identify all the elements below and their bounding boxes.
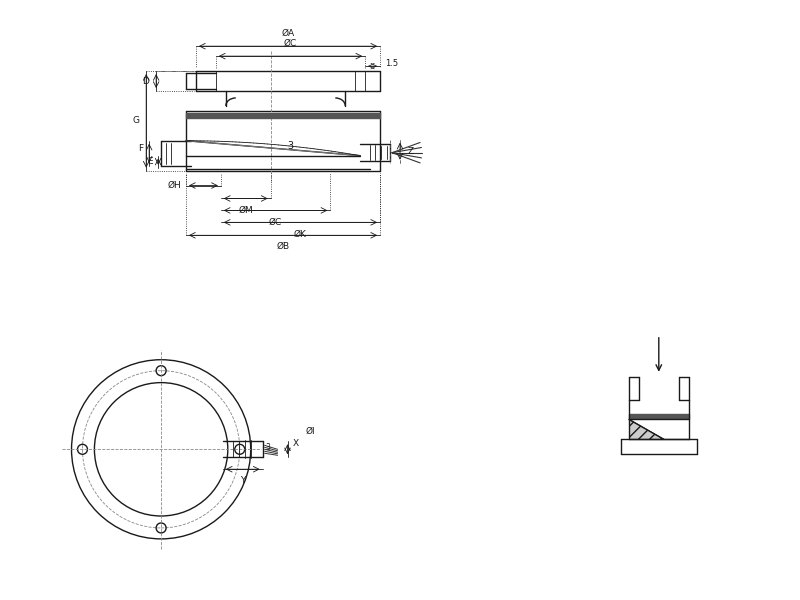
- Polygon shape: [629, 419, 664, 439]
- Text: Z: Z: [408, 147, 414, 156]
- Text: 1.5: 1.5: [385, 59, 398, 68]
- Text: 3: 3: [266, 443, 270, 452]
- Text: ØM: ØM: [238, 205, 253, 214]
- Text: Y: Y: [240, 476, 246, 485]
- Text: E: E: [147, 157, 153, 166]
- Text: ØC: ØC: [269, 217, 282, 226]
- Text: ØC: ØC: [284, 39, 297, 48]
- Text: F: F: [138, 144, 143, 153]
- Text: X: X: [293, 439, 298, 448]
- Text: ØI: ØI: [306, 427, 315, 436]
- Text: D: D: [142, 77, 149, 86]
- Text: ØB: ØB: [277, 242, 290, 251]
- Text: ØH: ØH: [167, 181, 181, 190]
- Text: 3: 3: [287, 141, 294, 151]
- Text: ØK: ØK: [294, 229, 307, 238]
- Text: G: G: [133, 116, 140, 125]
- Text: ØA: ØA: [282, 29, 294, 38]
